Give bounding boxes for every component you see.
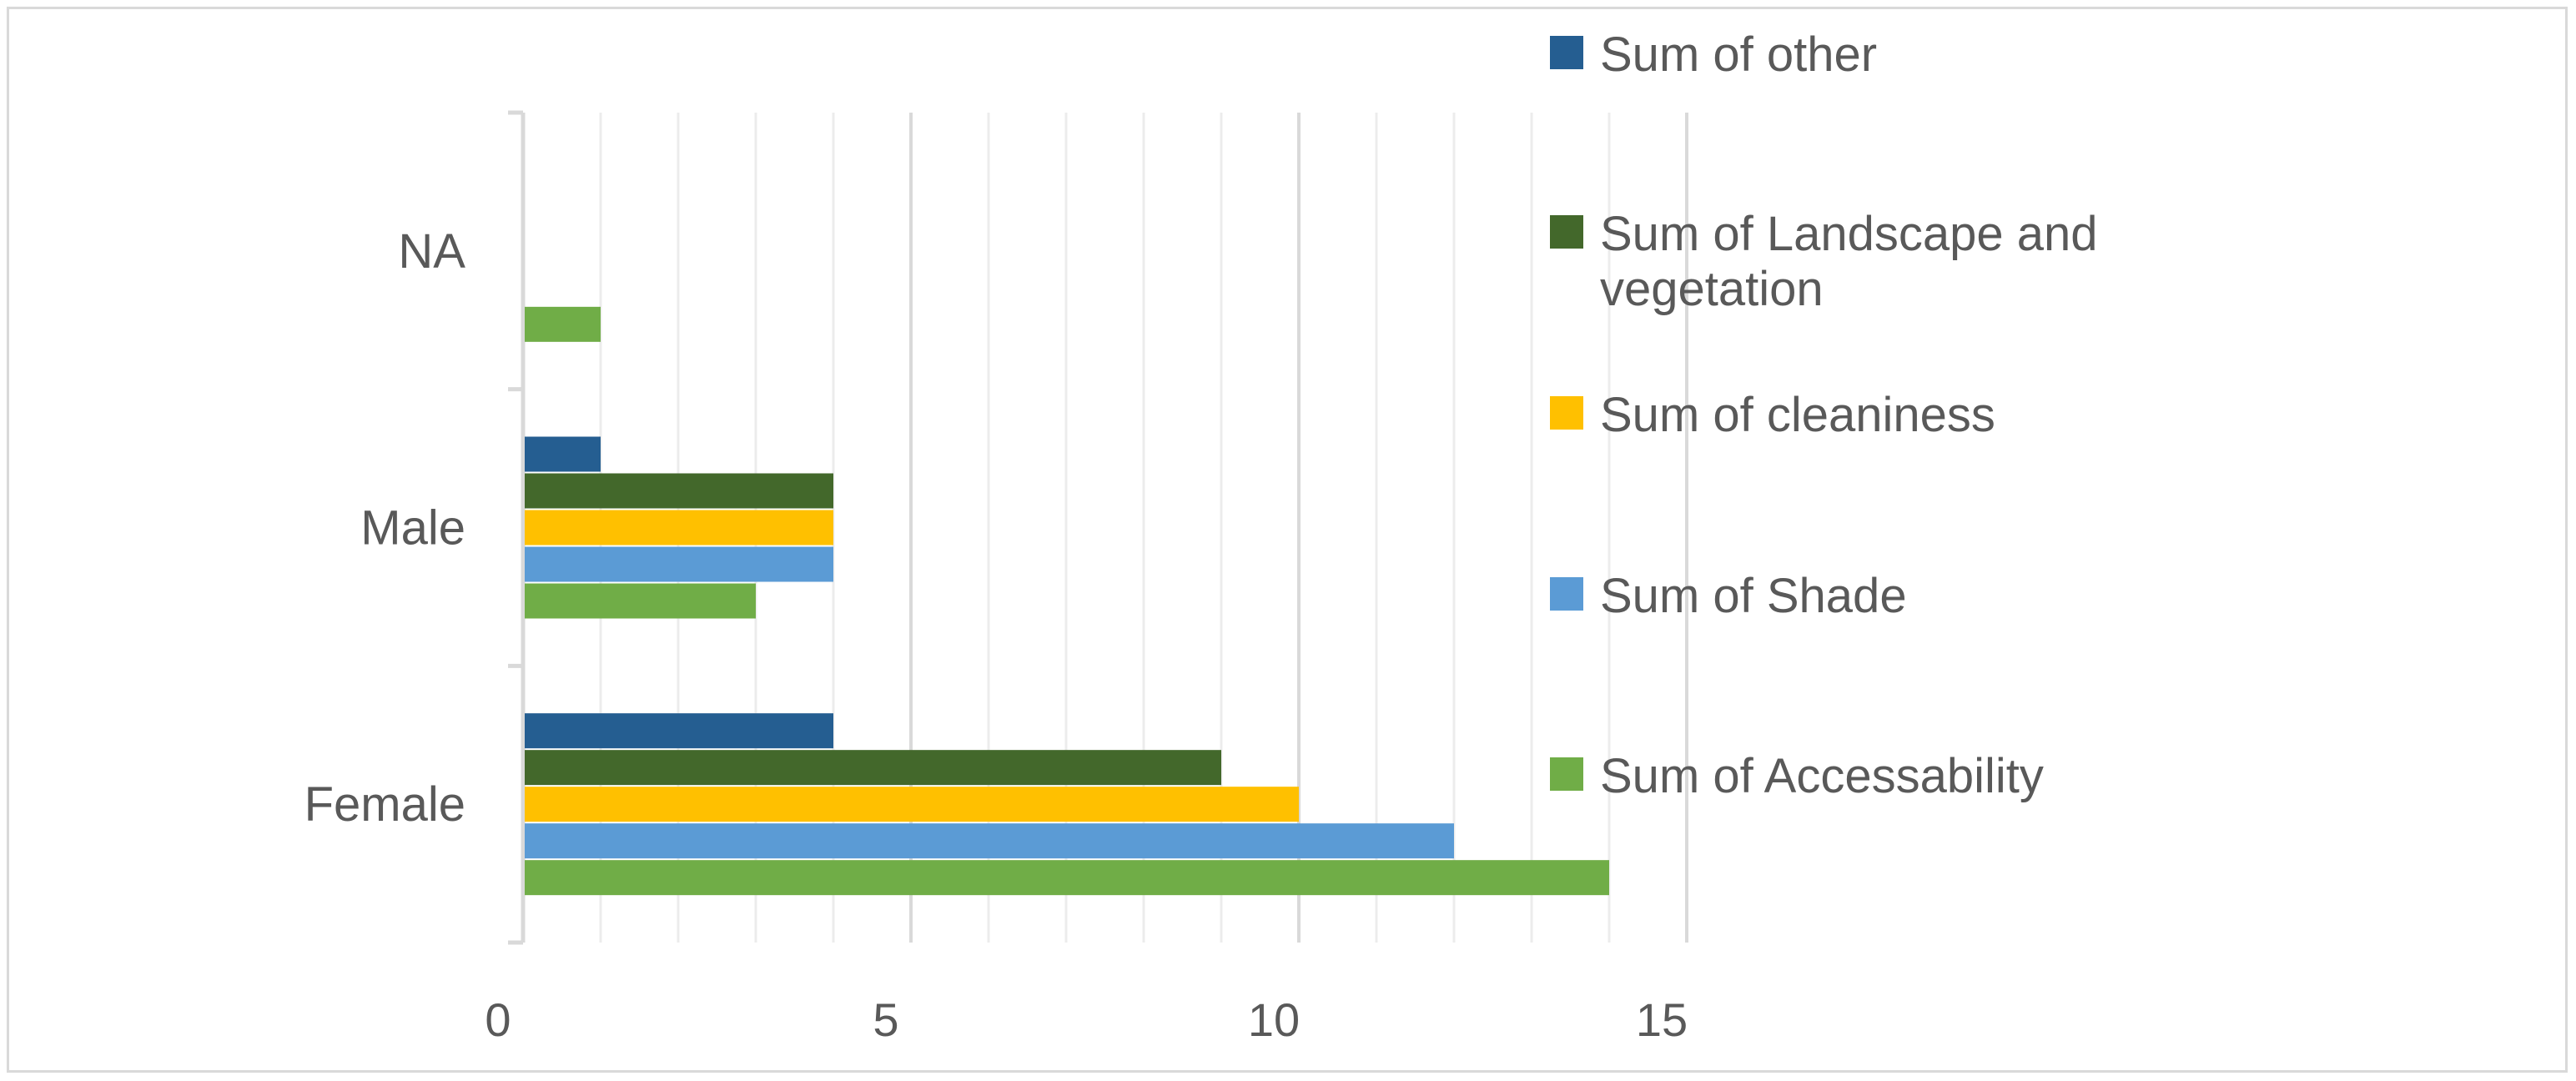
legend-label-3: Sum of Shade — [1600, 569, 1907, 623]
bar-male-series-4 — [525, 436, 601, 472]
legend-label-2: Sum of cleaniness — [1600, 388, 1995, 442]
legend-swatch-3 — [1550, 577, 1583, 611]
bar-female-series-3 — [525, 750, 1221, 786]
x-tick-label: 15 — [1636, 993, 1688, 1046]
bar-female-series-1 — [525, 823, 1454, 859]
legend-swatch-1 — [1550, 215, 1583, 249]
bar-female-series-4 — [525, 713, 833, 749]
legend-label-1: vegetation — [1600, 262, 1824, 316]
category-label-male: Male — [360, 501, 465, 556]
x-tick-label: 5 — [873, 993, 898, 1046]
x-tick-label: 10 — [1248, 993, 1300, 1046]
legend-swatch-0 — [1550, 36, 1583, 69]
legend-label-0: Sum of other — [1600, 28, 1877, 82]
legend-label-4: Sum of Accessability — [1600, 749, 2044, 803]
bar-male-series-1 — [525, 546, 833, 582]
bar-male-series-0 — [525, 583, 756, 619]
bar-male-series-3 — [525, 473, 833, 509]
category-label-female: Female — [304, 777, 465, 832]
legend-swatch-4 — [1550, 757, 1583, 791]
bar-male-series-2 — [525, 510, 833, 546]
bar-female-series-2 — [525, 787, 1299, 822]
x-tick-label: 0 — [485, 993, 511, 1046]
legend-label-1: Sum of Landscape and — [1600, 207, 2098, 261]
bar-na-series-0 — [525, 306, 601, 342]
category-label-na: NA — [398, 224, 465, 279]
legend-swatch-2 — [1550, 396, 1583, 430]
bar-female-series-0 — [525, 860, 1609, 896]
